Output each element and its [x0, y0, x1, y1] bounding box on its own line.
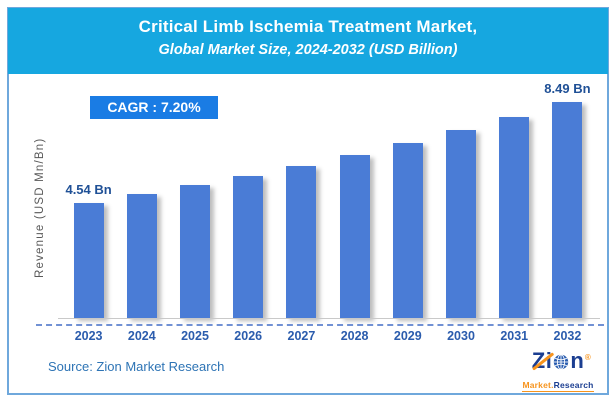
logo-letter-z: Z [531, 348, 546, 373]
y-axis-label: Revenue (USD Mn/Bn) [34, 137, 46, 279]
x-tick-2026: 2026 [234, 329, 263, 343]
logo-letter-i: i [545, 348, 553, 373]
x-tick-2024: 2024 [127, 329, 156, 343]
bar-column [275, 95, 328, 318]
dashed-baseline [36, 324, 604, 326]
bar-2027 [286, 166, 317, 318]
bar-column: 4.54 Bn [62, 95, 115, 318]
bar-2029 [392, 143, 423, 318]
x-axis-line [58, 318, 600, 319]
globe-icon [553, 351, 569, 375]
bar-2031 [499, 117, 530, 318]
x-tick-2031: 2031 [500, 329, 529, 343]
source-attribution: Source: Zion Market Research [48, 359, 225, 374]
logo-letter-n: n [570, 348, 585, 373]
bar-column [115, 95, 168, 318]
bar-column [168, 95, 221, 318]
bar-column [488, 95, 541, 318]
bar-column [434, 95, 487, 318]
logo-market-text: Market. [522, 380, 554, 390]
bar-2030 [446, 130, 477, 318]
bar-2025 [180, 185, 210, 318]
bar-2026 [233, 176, 264, 318]
bar-value-label-2023: 4.54 Bn [65, 182, 112, 197]
registered-mark: ® [584, 353, 592, 362]
bar-2024 [126, 194, 157, 318]
header-band: Critical Limb Ischemia Treatment Market,… [8, 8, 608, 74]
bars-row: 4.54 Bn 8.49 Bn [62, 81, 594, 318]
bar-2032 [552, 102, 583, 318]
bar-column [381, 95, 434, 318]
x-tick-2030: 2030 [447, 329, 475, 343]
bar-column [328, 95, 381, 318]
x-axis-labels: 2023 2024 2025 2026 2027 2028 2029 2030 2031 2032 [62, 329, 594, 343]
x-tick-2025: 2025 [181, 329, 209, 343]
x-tick-2027: 2027 [287, 329, 316, 343]
zion-logo-tagline: Market.Research [522, 380, 594, 392]
x-tick-2029: 2029 [393, 329, 422, 343]
bar-column [222, 95, 275, 318]
cagr-badge: CAGR : 7.20% [90, 96, 218, 119]
chart-subtitle: Global Market Size, 2024-2032 (USD Billi… [158, 42, 458, 58]
zion-logo-wordmark: Zi n ® [531, 348, 591, 375]
x-tick-2028: 2028 [340, 329, 369, 343]
logo-research-text: Research [553, 380, 594, 390]
bar-2023 [73, 203, 104, 318]
bar-2028 [339, 155, 370, 318]
x-tick-2023: 2023 [74, 329, 103, 343]
bar-value-label-2032: 8.49 Bn [544, 81, 591, 96]
x-tick-2032: 2032 [553, 329, 582, 343]
zion-logo: Zi n ® Market.Research [518, 349, 598, 393]
bar-column: 8.49 Bn [541, 81, 594, 318]
chart-title: Critical Limb Ischemia Treatment Market, [138, 17, 478, 36]
